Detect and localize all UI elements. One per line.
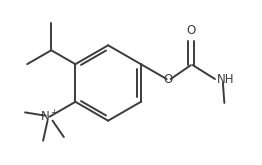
Text: N$^+$: N$^+$ [40, 109, 59, 124]
Text: O: O [186, 24, 195, 37]
Text: O: O [163, 73, 172, 85]
Text: NH: NH [217, 73, 234, 85]
